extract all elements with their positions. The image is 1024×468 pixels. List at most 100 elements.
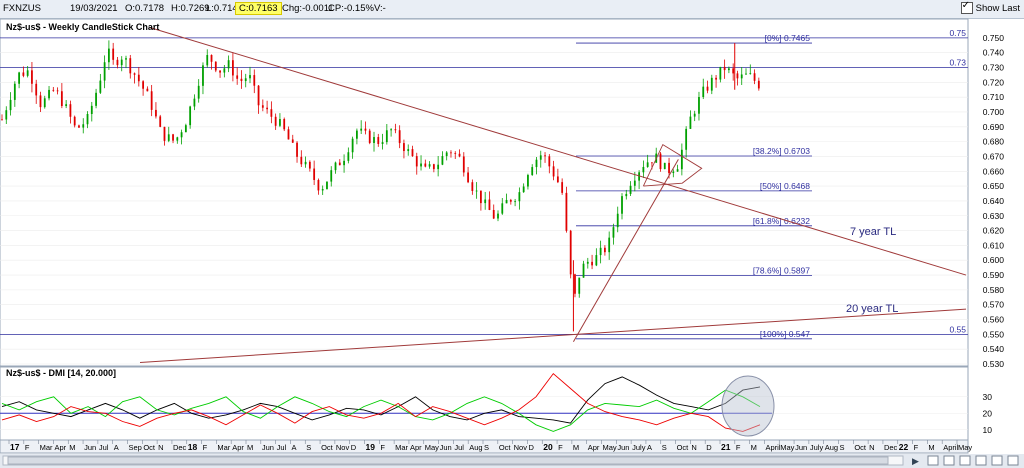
candle-body — [65, 104, 68, 106]
candle-body — [338, 162, 341, 166]
dmi-tick-label: 30 — [983, 392, 993, 402]
candle-body — [219, 70, 221, 73]
candle-body — [304, 161, 307, 165]
price-tick-label: 0.530 — [983, 359, 1005, 369]
x-tick-label: S — [306, 443, 311, 452]
candle-body — [48, 89, 50, 99]
price-tick-label: 0.540 — [983, 344, 1005, 354]
show-last-checkbox[interactable] — [960, 0, 973, 14]
candle-body — [509, 199, 512, 202]
dmi-tick-label: 10 — [983, 425, 993, 435]
candle-body — [253, 75, 256, 86]
candle-body — [35, 83, 38, 96]
x-tick-label: July — [632, 443, 646, 452]
candle-body — [561, 182, 564, 193]
low-label: L:0.714 — [206, 3, 238, 14]
x-tick-label: S — [484, 443, 489, 452]
candle-body — [261, 105, 264, 108]
candle-body — [159, 116, 162, 127]
price-tick-label: 0.670 — [983, 151, 1005, 161]
fit-icon[interactable] — [959, 455, 971, 466]
candle-body — [202, 65, 204, 86]
price-tick-label: 0.620 — [983, 226, 1005, 236]
candle-body — [723, 66, 726, 71]
x-tick-label: Jun — [617, 443, 629, 452]
x-tick-label: 18 — [188, 442, 198, 452]
x-axis: 17 F Mar Apr M Jun Jul A Sep Oct N Dec 18 F Mar Apr M Jun… — [8, 440, 972, 452]
show-last-toggle[interactable]: Show Last — [960, 0, 1020, 14]
candle-body — [270, 109, 273, 117]
candle-body — [625, 193, 628, 197]
candle-body — [454, 153, 457, 154]
candle-body — [82, 124, 85, 128]
candle-body — [125, 58, 127, 60]
scroll-right-icon[interactable]: ▶ — [912, 456, 919, 466]
x-tick-label: S — [840, 443, 845, 452]
crosshair-icon[interactable] — [975, 455, 987, 466]
flag-pattern — [642, 143, 703, 187]
candle-body — [467, 172, 469, 183]
candle-body — [450, 152, 452, 154]
print-icon[interactable] — [1007, 455, 1019, 466]
candle-body — [441, 156, 444, 165]
x-tick-label: 22 — [899, 442, 909, 452]
candle-body — [274, 116, 277, 126]
candle-body — [407, 149, 410, 152]
candle-body — [484, 199, 487, 204]
candle-body — [279, 119, 281, 126]
candle-body — [244, 78, 247, 82]
candle-body — [368, 130, 371, 143]
candle-body — [120, 59, 123, 66]
candle-body — [403, 143, 405, 152]
settings-icon[interactable] — [991, 455, 1003, 466]
trendlines[interactable]: 7 year TL 20 year TL — [139, 27, 967, 364]
candle-body — [458, 153, 461, 157]
candle-body — [522, 186, 525, 193]
candle-body — [616, 213, 619, 228]
candle-body — [330, 170, 333, 182]
bottom-controls: ▶ — [0, 454, 1024, 468]
candle-body — [612, 227, 615, 238]
zoom-out-icon[interactable] — [943, 455, 955, 466]
candle-body — [313, 168, 316, 180]
candle-body — [480, 190, 482, 204]
candle-body — [291, 139, 294, 143]
candle-body — [668, 162, 670, 174]
candle-body — [663, 162, 666, 170]
x-tick-label: Aug — [825, 443, 838, 452]
candle-body — [13, 83, 16, 100]
candle-body — [574, 274, 576, 294]
x-tick-label: Oct — [499, 443, 512, 452]
price-y-axis: 0.530 0.540 0.550 0.560 0.570 0.580 0.590 0.600… — [983, 33, 1005, 369]
fib-label: [78.6%] 0.5897 — [753, 265, 810, 275]
candle-body — [377, 137, 380, 144]
candle-body — [591, 261, 593, 266]
x-tick-label: F — [558, 443, 563, 452]
candle-body — [206, 55, 209, 66]
candle-body — [296, 142, 298, 157]
candle-body — [390, 129, 393, 131]
dmi-panel — [0, 366, 969, 441]
price-tick-label: 0.750 — [983, 33, 1005, 43]
price-tick-label: 0.590 — [983, 270, 1005, 280]
x-tick-label: Oct — [143, 443, 156, 452]
price-chart-title: Nz$-us$ - Weekly CandleStick Chart — [6, 22, 159, 32]
x-tick-label: Jun — [84, 443, 96, 452]
fib-label: [38.2%] 0.6703 — [753, 146, 810, 156]
close-label: C:0.7163 — [235, 2, 282, 15]
candle-body — [180, 132, 183, 138]
candle-body — [527, 175, 529, 187]
zoom-in-icon[interactable] — [927, 455, 939, 466]
scrollbar-thumb[interactable] — [7, 456, 889, 465]
candle-body — [471, 182, 474, 191]
candle-body — [56, 90, 59, 92]
candle-body — [753, 73, 756, 81]
candle-body — [706, 86, 709, 91]
seven-year-tl-label: 7 year TL — [850, 226, 896, 238]
candle-body — [728, 68, 730, 71]
highlight-ellipse — [721, 375, 775, 437]
candle-body — [22, 72, 25, 76]
x-tick-label: Apr — [588, 443, 600, 452]
x-tick-label: Oct — [321, 443, 334, 452]
